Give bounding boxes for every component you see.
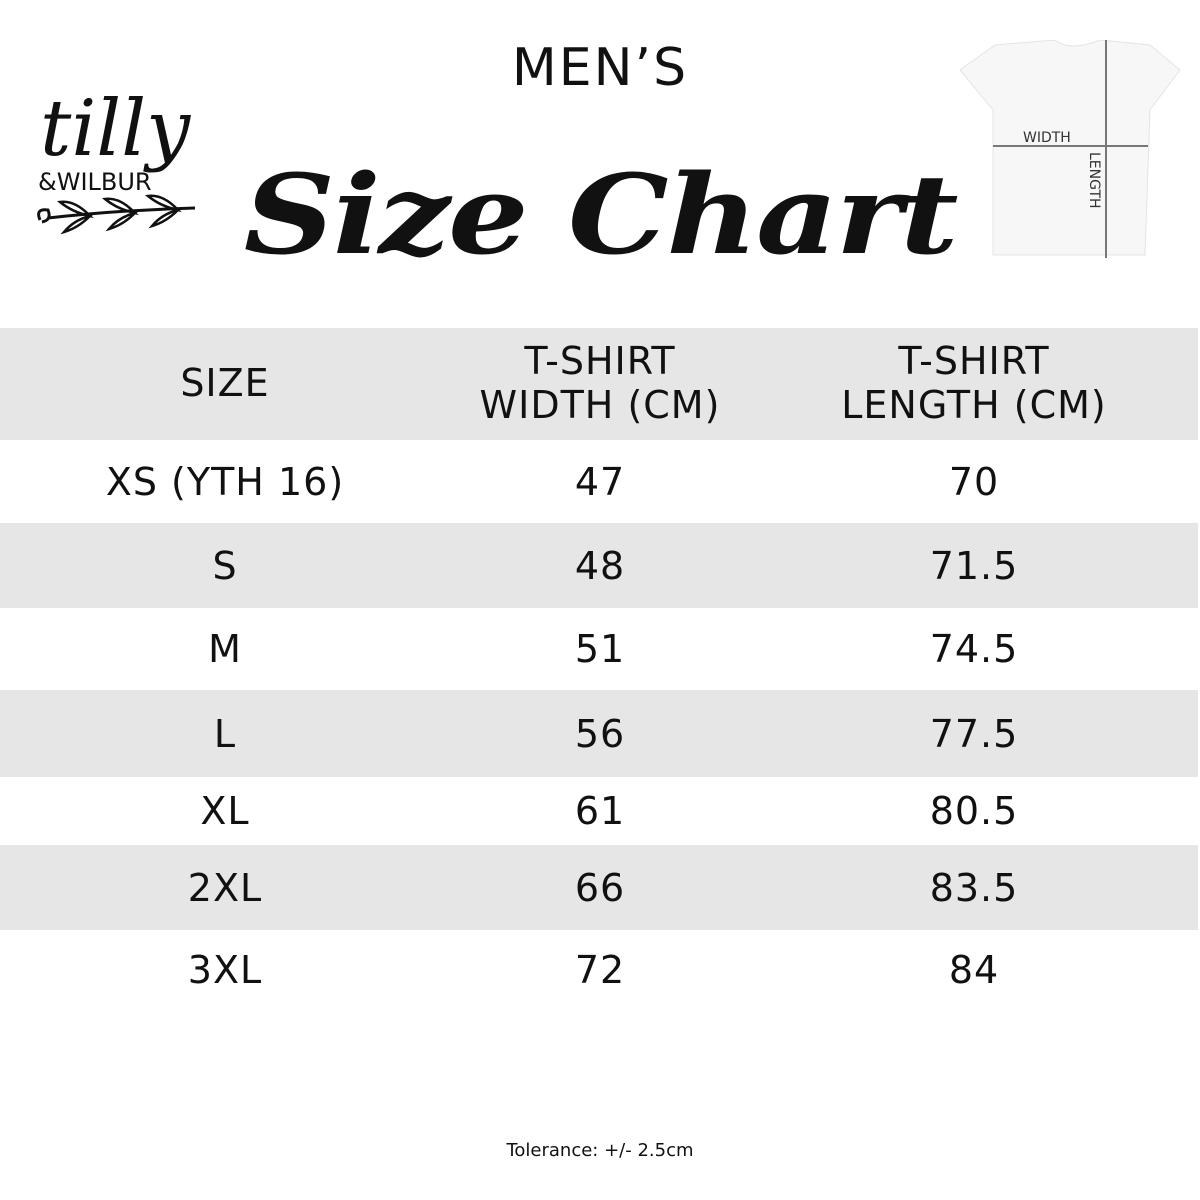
cell-width: 51 bbox=[574, 627, 626, 671]
cell-length: 83.5 bbox=[929, 865, 1019, 910]
svg-text:&WILBUR: &WILBUR bbox=[38, 168, 152, 196]
table-row: XS (YTH 16) 47 70 bbox=[0, 440, 1198, 523]
size-table: SIZE T-SHIRT WIDTH (CM) T-SHIRT LENGTH (CM… bbox=[0, 328, 1198, 1010]
tilly-wilbur-logo: tilly &WILBUR bbox=[37, 84, 196, 235]
table-row: L 56 77.5 bbox=[0, 690, 1198, 777]
cell-width: 56 bbox=[574, 711, 626, 756]
subtitle: MEN’S bbox=[511, 38, 689, 98]
table-row: 2XL 66 83.5 bbox=[0, 845, 1198, 930]
tshirt-measurement-diagram: WIDTH LENGTH bbox=[959, 40, 1181, 258]
length-label: LENGTH bbox=[1086, 152, 1102, 209]
header-size: SIZE bbox=[180, 361, 270, 406]
cell-size: L bbox=[213, 711, 237, 756]
cell-size: XL bbox=[200, 789, 250, 833]
tolerance-note: Tolerance: +/- 2.5cm bbox=[506, 1140, 694, 1161]
cell-length: 84 bbox=[948, 948, 1000, 992]
cell-width: 48 bbox=[574, 543, 626, 588]
header-length: T-SHIRT LENGTH (CM) bbox=[841, 339, 1107, 427]
table-row: 3XL 72 84 bbox=[0, 930, 1198, 1010]
table-header-row: SIZE T-SHIRT WIDTH (CM) T-SHIRT LENGTH (CM… bbox=[0, 328, 1198, 440]
cell-length: 80.5 bbox=[929, 789, 1019, 833]
cell-length: 74.5 bbox=[929, 627, 1019, 671]
cell-width: 66 bbox=[574, 865, 626, 910]
cell-width: 72 bbox=[574, 948, 626, 992]
cell-length: 77.5 bbox=[929, 711, 1019, 756]
page-title: Size Chart bbox=[243, 150, 959, 279]
header-width: T-SHIRT WIDTH (CM) bbox=[479, 339, 721, 427]
table-row: S 48 71.5 bbox=[0, 523, 1198, 608]
cell-size: 2XL bbox=[187, 865, 263, 910]
cell-size: M bbox=[208, 627, 242, 671]
cell-length: 70 bbox=[948, 459, 1000, 504]
cell-width: 61 bbox=[574, 789, 626, 833]
cell-size: XS (YTH 16) bbox=[105, 459, 345, 504]
table-row: XL 61 80.5 bbox=[0, 777, 1198, 845]
cell-width: 47 bbox=[574, 459, 626, 504]
cell-size: S bbox=[212, 543, 238, 588]
table-row: M 51 74.5 bbox=[0, 608, 1198, 690]
width-label: WIDTH bbox=[1023, 130, 1071, 146]
cell-size: 3XL bbox=[187, 948, 263, 992]
svg-text:tilly: tilly bbox=[40, 84, 191, 174]
cell-length: 71.5 bbox=[929, 543, 1019, 588]
